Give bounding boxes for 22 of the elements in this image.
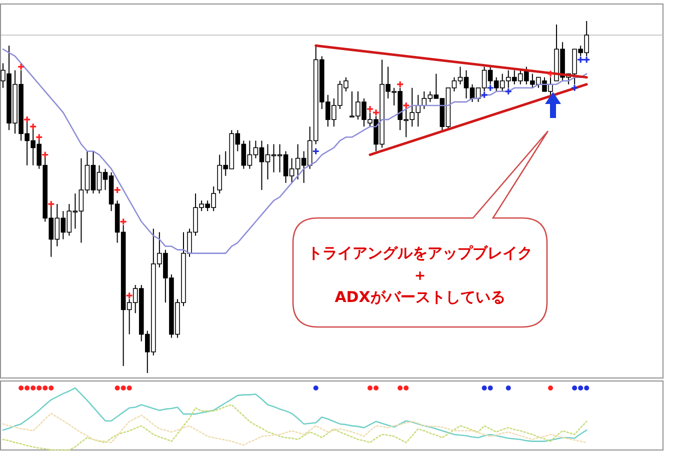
- point: [402, 102, 410, 110]
- point: [35, 133, 43, 141]
- point: [29, 122, 37, 130]
- point: [41, 150, 49, 159]
- point: [47, 200, 55, 208]
- point: [480, 91, 488, 99]
- point: [504, 88, 512, 96]
- point: [17, 62, 25, 71]
- point: [486, 84, 494, 92]
- point: [120, 218, 128, 226]
- point: [312, 147, 320, 156]
- point: [396, 80, 404, 88]
- point: [582, 56, 590, 64]
- point: [570, 84, 578, 92]
- point: [576, 56, 584, 64]
- point: [23, 116, 31, 124]
- annotation: トライアングルをアップブレイク: [308, 244, 532, 262]
- point: [546, 70, 554, 78]
- point: [126, 292, 134, 300]
- annotation: ＋: [412, 266, 428, 284]
- point: [114, 186, 122, 194]
- annotation: ADXがバーストしている: [334, 288, 506, 306]
